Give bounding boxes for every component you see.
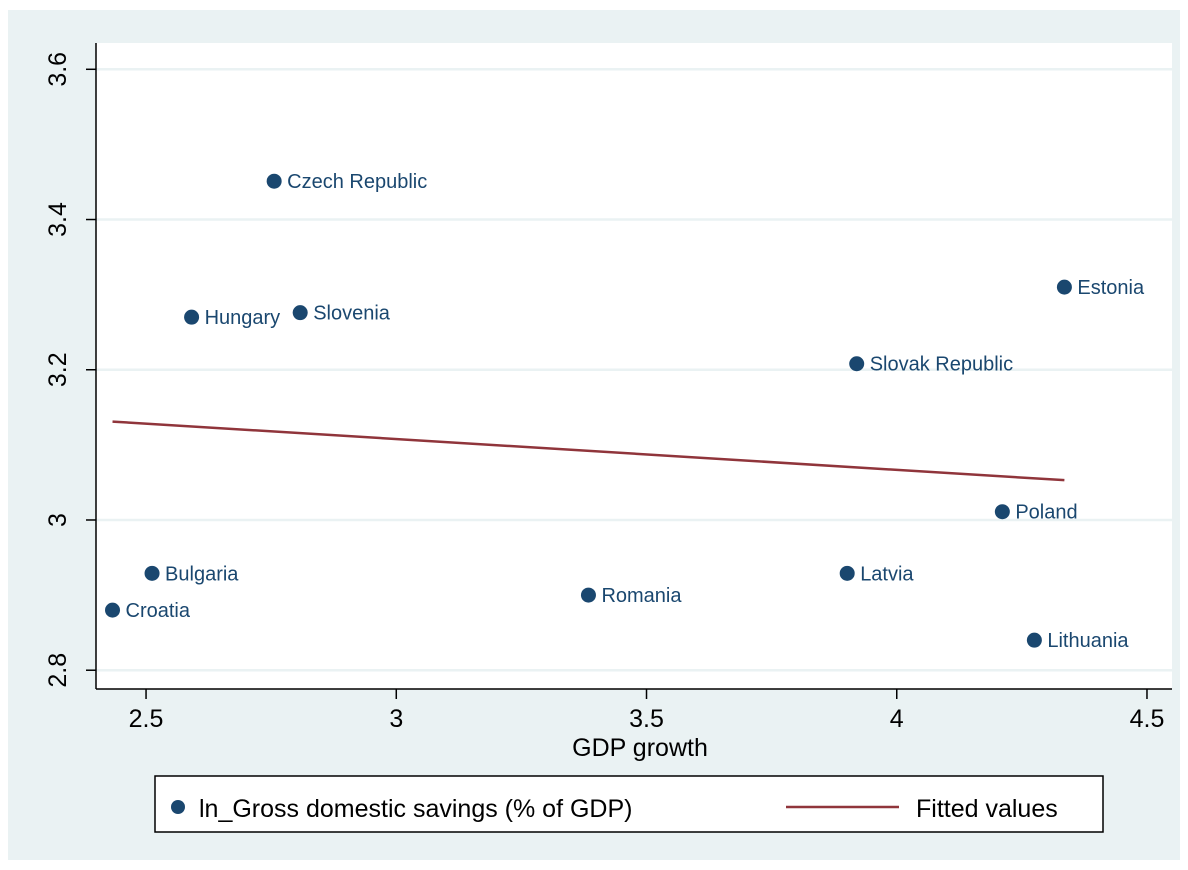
data-point (839, 565, 855, 581)
data-point (1026, 632, 1042, 648)
x-tick-label: 2.5 (129, 705, 164, 733)
point-label: Slovak Republic (870, 354, 1013, 376)
x-tick-label: 3.5 (629, 705, 664, 733)
data-point (849, 356, 865, 372)
point-label: Latvia (860, 563, 914, 585)
legend-label-line: Fitted values (916, 795, 1058, 823)
fitted-values-line (112, 420, 1065, 482)
x-axis-title: GDP growth (572, 734, 708, 762)
data-point (266, 173, 282, 189)
x-tick-label: 4 (890, 705, 904, 733)
data-point (292, 305, 308, 321)
point-label: Slovenia (313, 303, 391, 325)
y-tick-label: 3.6 (44, 52, 72, 87)
point-label: Lithuania (1047, 630, 1129, 652)
data-point (1056, 279, 1072, 295)
data-points: Czech Republic Hungary Slovenia Estonia Slov… (105, 171, 1145, 652)
legend: ln_Gross domestic savings (% of GDP) Fit… (154, 775, 1104, 833)
x-tick-label: 3 (389, 705, 403, 733)
y-tick-label: 3 (44, 513, 72, 527)
data-point (994, 504, 1010, 520)
point-label: Estonia (1077, 277, 1145, 299)
point-label: Poland (1015, 502, 1077, 524)
y-tick-label: 2.8 (44, 653, 72, 688)
grid-lines (96, 68, 1172, 672)
axes (95, 43, 1172, 690)
legend-label-scatter: ln_Gross domestic savings (% of GDP) (199, 795, 632, 823)
y-axis-ticks: 2.8 3 3.2 3.4 3.6 (44, 52, 96, 688)
x-axis-ticks: 2.5 3 3.5 4 4.5 (129, 689, 1165, 733)
scatter-chart: Czech Republic Hungary Slovenia Estonia Slov… (44, 43, 1172, 833)
point-label: Hungary (205, 307, 281, 329)
point-label: Czech Republic (287, 171, 427, 193)
data-point (580, 587, 596, 603)
point-label: Bulgaria (165, 563, 239, 585)
point-label: Romania (601, 585, 682, 607)
x-tick-label: 4.5 (1130, 705, 1165, 733)
chart-frame: Czech Republic Hungary Slovenia Estonia Slov… (8, 10, 1180, 860)
data-point (184, 309, 200, 325)
legend-box (154, 775, 1104, 833)
y-tick-label: 3.4 (44, 202, 72, 237)
data-point (144, 565, 160, 581)
data-point (105, 602, 121, 618)
legend-marker-scatter (171, 800, 185, 814)
fitted-values-path (112, 420, 1065, 482)
plot-area (96, 43, 1172, 689)
point-label: Croatia (126, 600, 191, 622)
y-tick-label: 3.2 (44, 352, 72, 387)
